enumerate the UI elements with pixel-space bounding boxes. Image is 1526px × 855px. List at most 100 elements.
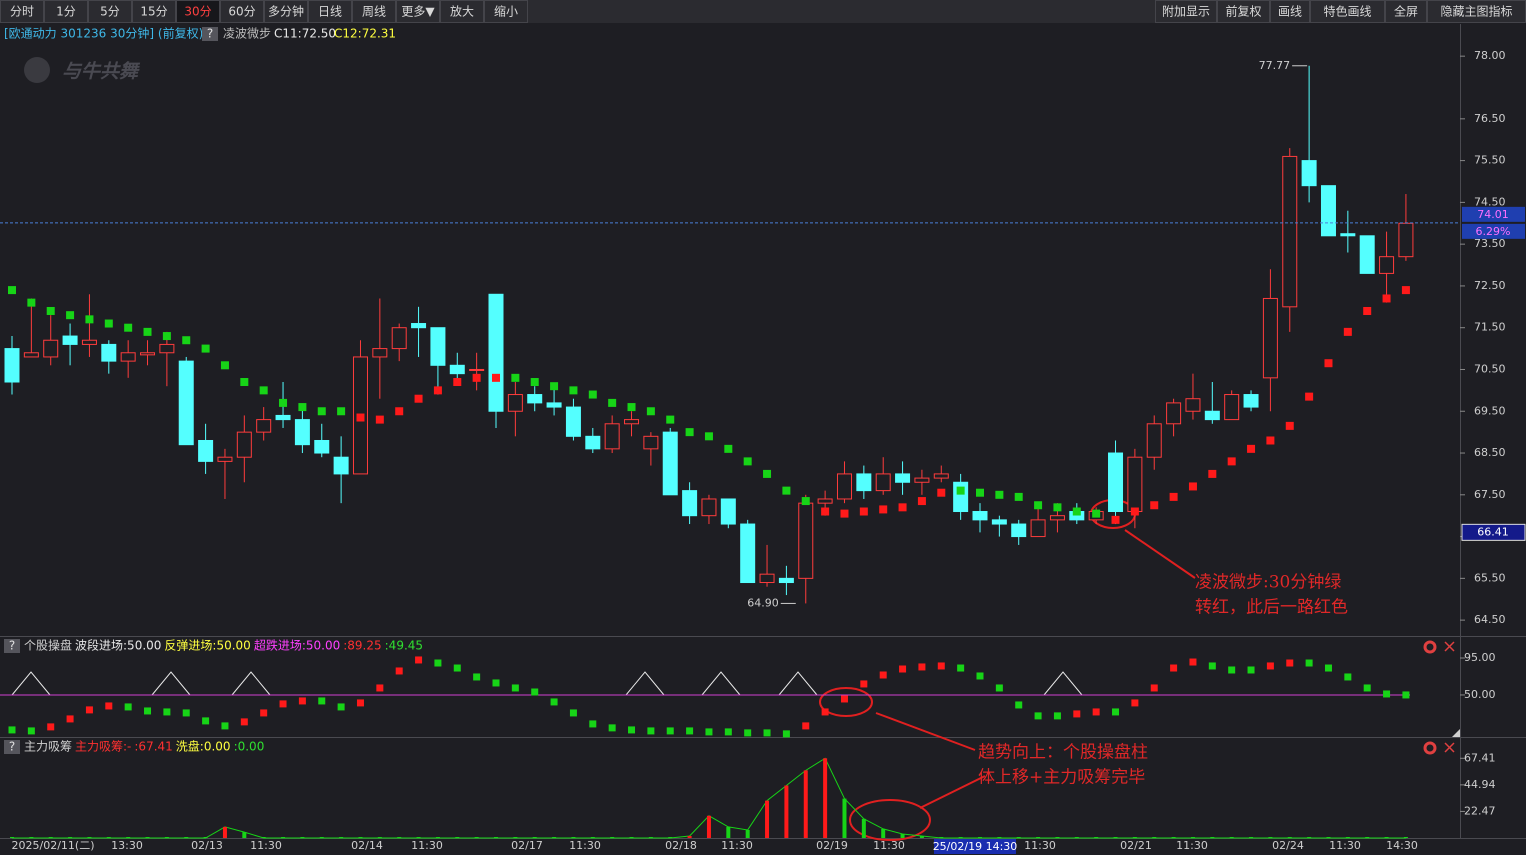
indicator-dot xyxy=(415,656,423,664)
toolbar-button[interactable]: 隐藏主图指标 xyxy=(1440,4,1512,19)
indicator-dot xyxy=(1034,712,1042,720)
toolbar-button[interactable]: 5分 xyxy=(100,5,120,19)
indicator-dot xyxy=(937,662,945,670)
toolbar-button[interactable]: 日线 xyxy=(318,5,342,19)
toolbar-button[interactable]: 更多▼ xyxy=(401,5,435,19)
toolbar-button-bg[interactable] xyxy=(396,0,440,23)
candle-body xyxy=(1398,222,1414,258)
step-dot xyxy=(588,390,597,399)
panel-icons[interactable] xyxy=(1423,640,1460,755)
toolbar-button[interactable]: 画线 xyxy=(1278,5,1302,19)
close-icon[interactable] xyxy=(1444,641,1455,652)
indicator-dot xyxy=(647,727,655,735)
indicator-dot xyxy=(589,720,597,728)
toolbar-button[interactable]: 周线 xyxy=(362,5,386,19)
x-tick-label: 02/13 xyxy=(191,839,223,852)
toolbar-button-bg[interactable] xyxy=(1270,0,1310,23)
help-button[interactable]: ? xyxy=(207,27,213,41)
indicator-dot xyxy=(85,706,93,714)
toolbar-button-bg[interactable] xyxy=(1217,0,1270,23)
callout-text: 凌波微步:30分钟绿 xyxy=(1195,573,1341,593)
stock-title: [欧通动力 301236 30分钟] (前复权) xyxy=(4,26,203,41)
accumulation-bar xyxy=(629,837,634,838)
toolbar-button-bg[interactable] xyxy=(132,0,176,23)
toolbar-button-bg[interactable] xyxy=(44,0,88,23)
candle-body xyxy=(1108,452,1124,513)
step-dot xyxy=(917,497,926,506)
toolbar-button-bg[interactable] xyxy=(1385,0,1427,23)
toolbar-button-bg[interactable] xyxy=(220,0,264,23)
candle-body xyxy=(1049,515,1065,521)
last-price: 74.01 xyxy=(1477,208,1509,221)
settings-icon[interactable] xyxy=(1423,741,1437,755)
toolbar-button-bg[interactable] xyxy=(0,0,44,23)
candle-body xyxy=(488,293,504,412)
accumulation-bar xyxy=(1113,837,1118,838)
indicator-dot xyxy=(337,703,345,711)
accumulation-bar xyxy=(1016,837,1021,838)
toolbar-button-bg[interactable] xyxy=(352,0,396,23)
x-tick-label: 11:30 xyxy=(1329,839,1361,852)
change-tag xyxy=(1462,223,1525,239)
toolbar-button-bg[interactable] xyxy=(1310,0,1385,23)
step-dot xyxy=(433,386,442,395)
toolbar-button-bg[interactable] xyxy=(88,0,132,23)
toolbar-button-bg[interactable] xyxy=(484,0,528,23)
toolbar-button[interactable]: 全屏 xyxy=(1394,4,1418,19)
candle-body xyxy=(62,335,78,345)
toolbar-button-bg[interactable] xyxy=(176,0,220,23)
cursor-time-bg xyxy=(934,839,1016,854)
candle-body xyxy=(856,473,872,492)
toolbar-button[interactable]: 附加显示 xyxy=(1162,5,1210,19)
candle-body xyxy=(546,402,562,408)
toolbar-button[interactable]: 1分 xyxy=(56,5,76,19)
candle-body xyxy=(740,523,756,584)
indicator-dot xyxy=(395,667,403,675)
step-dot xyxy=(704,432,713,441)
accumulation-bar xyxy=(571,837,576,838)
y-tick-label: 44.94 xyxy=(1464,778,1496,791)
candle-body xyxy=(81,339,97,345)
toolbar-button-bg[interactable] xyxy=(1155,0,1217,23)
indicator-dot xyxy=(1073,710,1081,718)
step-dot xyxy=(1324,359,1333,368)
step-dot xyxy=(1285,421,1294,430)
toolbar-button[interactable]: 放大 xyxy=(450,4,474,19)
accumulation-bar xyxy=(222,826,227,838)
step-dot xyxy=(898,503,907,512)
step-dot xyxy=(995,490,1004,499)
toolbar-button-bg[interactable] xyxy=(264,0,308,23)
accumulation-bar xyxy=(455,837,460,838)
indicator-dot xyxy=(705,728,713,736)
step-dot xyxy=(414,394,423,403)
toolbar-button-bg[interactable] xyxy=(308,0,352,23)
toolbar-button[interactable]: 前复权 xyxy=(1225,4,1261,19)
accumulation-bar xyxy=(997,837,1002,838)
toolbar-button[interactable]: 缩小 xyxy=(494,4,518,19)
accumulation-bar xyxy=(745,829,750,838)
toolbar-button[interactable]: 15分 xyxy=(140,5,167,19)
candle-body xyxy=(411,323,427,329)
indicator-dot xyxy=(1170,664,1178,672)
accumulation-bar xyxy=(1171,837,1176,838)
toolbar-button-bg[interactable] xyxy=(440,0,484,23)
close-icon[interactable] xyxy=(1444,742,1455,753)
accumulation-bar xyxy=(339,837,344,838)
step-dot xyxy=(530,378,539,387)
indicator-dot xyxy=(666,727,674,735)
indicator-dot xyxy=(1092,708,1100,716)
settings-icon[interactable] xyxy=(1423,640,1437,654)
help-button[interactable]: ? xyxy=(9,639,15,653)
step-dot xyxy=(85,315,94,324)
toolbar-button[interactable]: 30分 xyxy=(184,5,211,19)
toolbar-button[interactable]: 60分 xyxy=(228,5,255,19)
candle-body xyxy=(991,519,1007,525)
indicator-dot xyxy=(1189,658,1197,666)
help-button[interactable]: ? xyxy=(9,740,15,754)
step-dot xyxy=(1227,457,1236,466)
toolbar-button[interactable]: 分时 xyxy=(10,5,34,19)
candle-body xyxy=(1185,398,1201,412)
toolbar-button[interactable]: 多分钟 xyxy=(268,4,304,19)
triangle xyxy=(778,671,818,696)
toolbar-button[interactable]: 特色画线 xyxy=(1323,4,1371,19)
